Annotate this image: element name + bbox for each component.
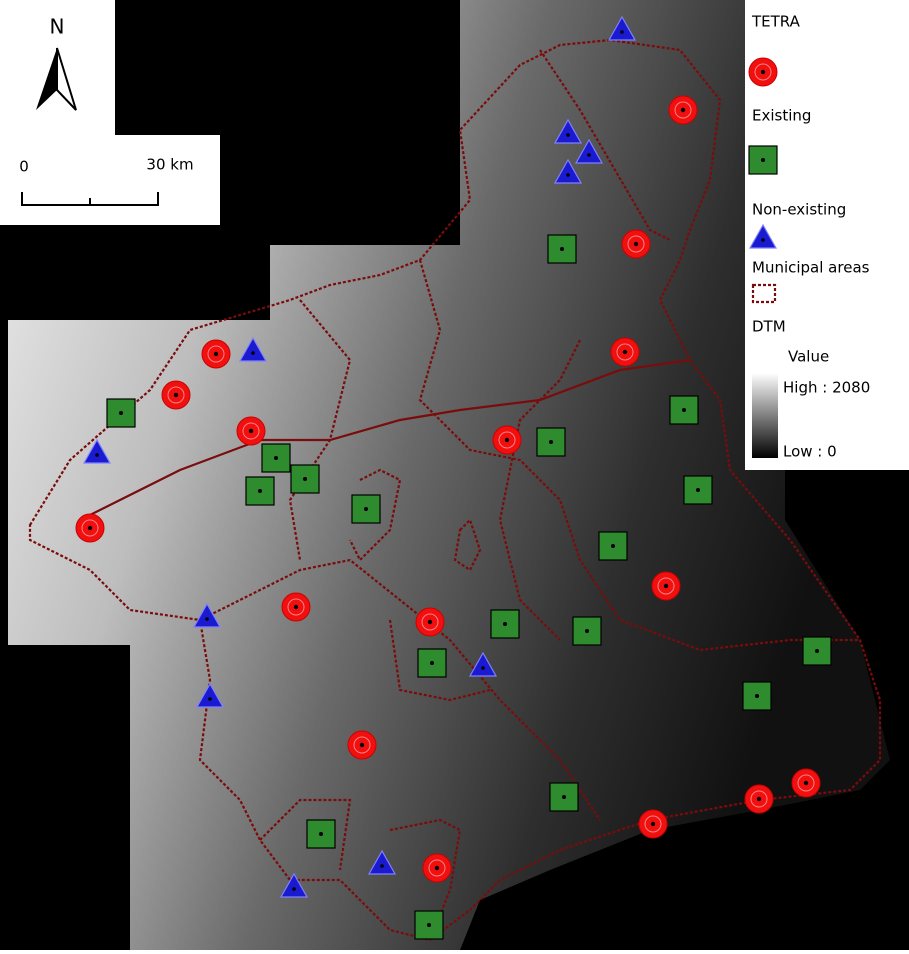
station-dot bbox=[119, 411, 123, 415]
station-dot bbox=[815, 649, 819, 653]
station-dot bbox=[292, 887, 296, 891]
station-dot bbox=[620, 30, 624, 34]
station-dot bbox=[274, 456, 278, 460]
station-dot bbox=[380, 864, 384, 868]
station-dot bbox=[364, 507, 368, 511]
station-dot bbox=[249, 429, 253, 433]
station-dot bbox=[214, 352, 218, 356]
station-dot bbox=[174, 393, 178, 397]
station-dot bbox=[761, 158, 765, 162]
page: {"north": "N", "scale": {"zero": "0", "d… bbox=[0, 0, 909, 950]
station-dot bbox=[664, 584, 668, 588]
station-dot bbox=[481, 666, 485, 670]
station-dot bbox=[258, 489, 262, 493]
station-dot bbox=[95, 453, 99, 457]
station-dot bbox=[611, 544, 615, 548]
station-dot bbox=[566, 133, 570, 137]
station-dot bbox=[549, 440, 553, 444]
station-dot bbox=[757, 797, 761, 801]
legend-dtm-title: DTM bbox=[752, 318, 786, 336]
station-dot bbox=[623, 350, 627, 354]
station-dot bbox=[208, 697, 212, 701]
station-dot bbox=[427, 923, 431, 927]
station-dot bbox=[430, 661, 434, 665]
station-dot bbox=[560, 247, 564, 251]
station-dot bbox=[682, 408, 686, 412]
station-dot bbox=[755, 694, 759, 698]
legend-dtm-low: Low : 0 bbox=[783, 443, 837, 461]
legend-label: Municipal areas bbox=[752, 259, 870, 277]
station-dot bbox=[205, 617, 209, 621]
station-dot bbox=[696, 488, 700, 492]
station-dot bbox=[88, 526, 92, 530]
scale-distance: 30 km bbox=[146, 156, 193, 174]
legend-dtm-high: High : 2080 bbox=[783, 379, 870, 397]
station-dot bbox=[566, 173, 570, 177]
station-dot bbox=[360, 743, 364, 747]
legend-dtm-subtitle: Value bbox=[788, 348, 829, 366]
legend-label: TETRA bbox=[751, 13, 801, 31]
station-dot bbox=[681, 108, 685, 112]
station-dot bbox=[294, 605, 298, 609]
station-dot bbox=[251, 351, 255, 355]
station-dot bbox=[634, 242, 638, 246]
station-dot bbox=[761, 238, 765, 242]
station-dot bbox=[435, 866, 439, 870]
station-dot bbox=[761, 70, 765, 74]
station-dot bbox=[651, 822, 655, 826]
station-dot bbox=[585, 629, 589, 633]
scale-zero: 0 bbox=[19, 158, 29, 176]
station-dot bbox=[505, 438, 509, 442]
station-dot bbox=[503, 622, 507, 626]
north-label: N bbox=[50, 15, 65, 39]
legend: TETRA Existing Non-existing Municipal ar… bbox=[745, 0, 909, 470]
station-dot bbox=[587, 153, 591, 157]
legend-dtm-ramp bbox=[752, 373, 778, 458]
map: N 0 30 km TETRA Existing Non-existing Mu… bbox=[0, 0, 909, 950]
legend-label: Non-existing bbox=[752, 201, 846, 219]
station-dot bbox=[428, 620, 432, 624]
station-dot bbox=[804, 781, 808, 785]
legend-label: Existing bbox=[752, 107, 811, 125]
station-dot bbox=[319, 832, 323, 836]
station-dot bbox=[562, 795, 566, 799]
station-dot bbox=[303, 477, 307, 481]
